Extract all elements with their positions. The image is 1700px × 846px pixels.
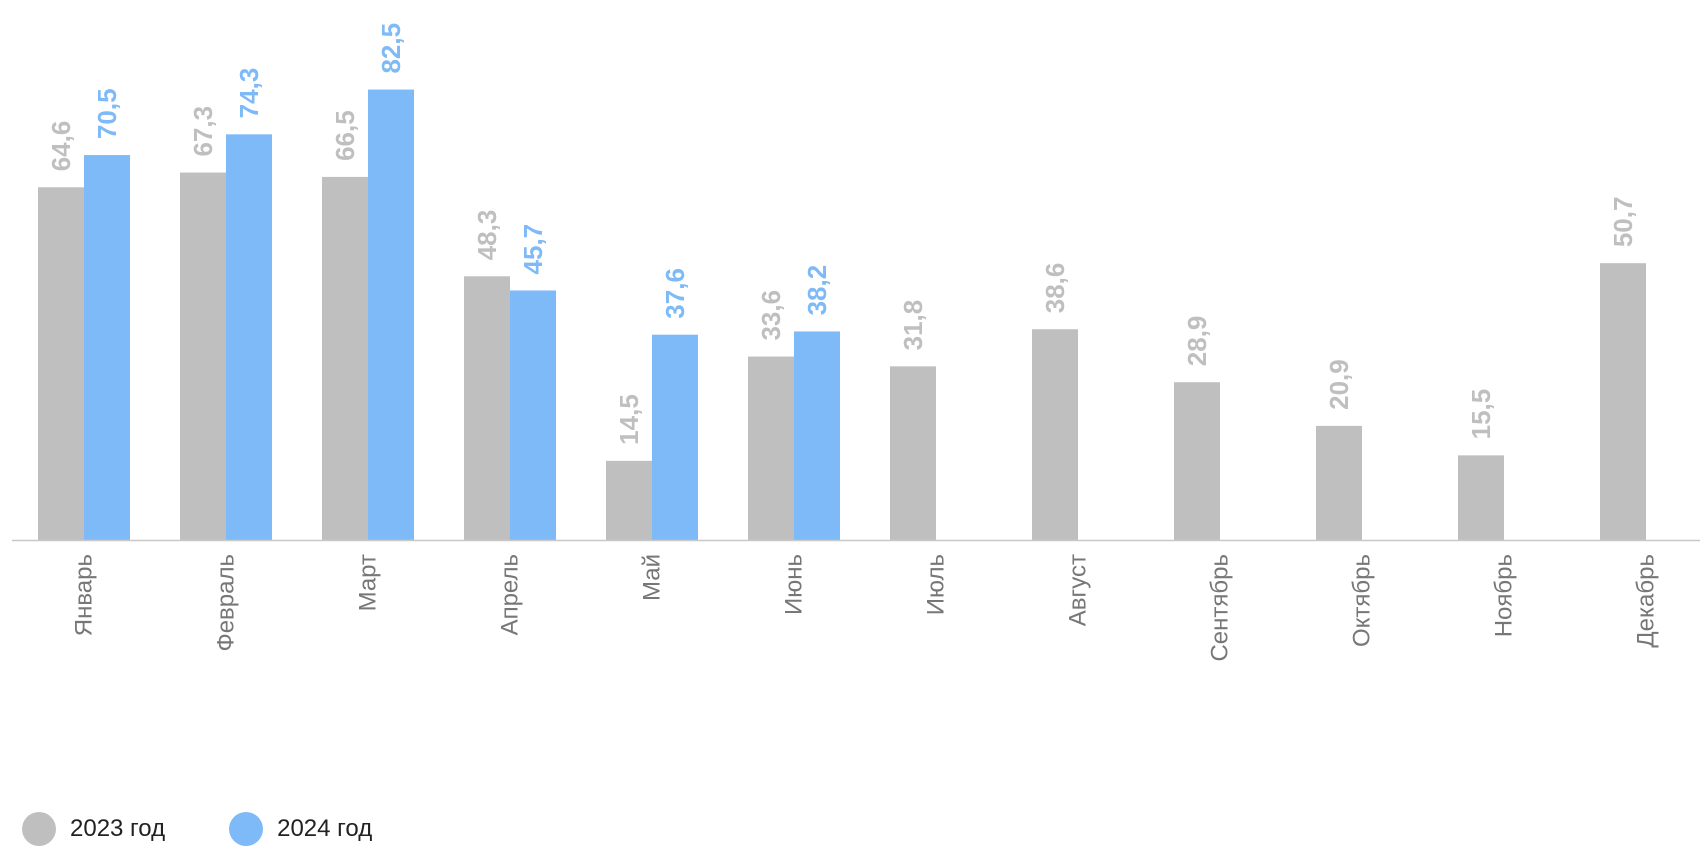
data-label-2023-7: 31,8 — [898, 300, 928, 351]
legend-label-2024: 2024 год — [277, 815, 373, 842]
x-tick-label-12: Декабрь — [1633, 554, 1660, 648]
bar-2024-1 — [84, 155, 130, 540]
x-tick-label-11: Ноябрь — [1491, 554, 1518, 637]
x-tick-label-5: Май — [639, 554, 666, 601]
data-label-2023-9: 28,9 — [1182, 316, 1212, 367]
bar-2024-2 — [226, 134, 272, 540]
legend-swatch-2023 — [22, 812, 56, 846]
x-tick-label-3: Март — [355, 554, 382, 611]
legend: 2023 год 2024 год — [22, 812, 436, 846]
data-label-2023-4: 48,3 — [472, 210, 502, 261]
data-label-2023-1: 64,6 — [46, 121, 76, 172]
bar-2023-11 — [1458, 455, 1504, 540]
data-label-2023-10: 20,9 — [1324, 359, 1354, 410]
bar-2023-12 — [1600, 263, 1646, 540]
data-label-2024-4: 45,7 — [518, 224, 548, 275]
data-label-2024-1: 70,5 — [92, 88, 122, 139]
data-label-2024-2: 74,3 — [234, 68, 264, 119]
bar-2023-6 — [748, 356, 794, 540]
data-label-2023-2: 67,3 — [188, 106, 218, 157]
bar-2023-2 — [180, 172, 226, 541]
legend-label-2023: 2023 год — [70, 815, 166, 842]
bar-2024-6 — [794, 331, 840, 540]
bar-2023-3 — [322, 176, 368, 540]
data-label-2024-3: 82,5 — [376, 23, 406, 74]
bar-2023-9 — [1174, 382, 1220, 540]
x-tick-label-6: Июнь — [781, 554, 808, 615]
bar-2024-3 — [368, 89, 414, 541]
bar-2024-4 — [510, 290, 556, 540]
bar-2023-5 — [606, 460, 652, 540]
legend-item-2024: 2024 год — [229, 812, 372, 846]
x-tick-label-10: Октябрь — [1349, 554, 1376, 647]
data-label-2023-5: 14,5 — [614, 394, 644, 445]
bar-chart: 64,6 70,5 67,3 74,3 66,5 82,5 48,3 45,7 14,5 37,6… — [12, 23, 1700, 662]
x-tick-label-9: Сентябрь — [1207, 554, 1234, 662]
data-label-2023-8: 38,6 — [1040, 263, 1070, 314]
bar-2023-10 — [1316, 425, 1362, 540]
bar-2023-4 — [464, 276, 510, 540]
bar-2023-7 — [890, 366, 936, 540]
x-tick-label-4: Апрель — [497, 554, 524, 635]
x-tick-label-1: Январь — [71, 554, 98, 636]
data-label-2024-5: 37,6 — [660, 268, 690, 319]
legend-item-2023: 2023 год — [22, 812, 165, 846]
bar-2023-1 — [38, 187, 84, 540]
data-label-2023-3: 66,5 — [330, 110, 360, 161]
bars — [38, 89, 1646, 541]
x-tick-label-7: Июль — [923, 554, 950, 615]
data-label-2024-6: 38,2 — [802, 265, 832, 316]
x-axis-tick-labels: Январь Февраль Март Апрель Май Июнь Июль Август… — [71, 554, 1660, 662]
data-label-2023-11: 15,5 — [1466, 389, 1496, 440]
data-labels: 64,6 70,5 67,3 74,3 66,5 82,5 48,3 45,7 14,5 37,6… — [46, 23, 1638, 445]
bar-2023-8 — [1032, 329, 1078, 540]
data-label-2023-6: 33,6 — [756, 290, 786, 341]
legend-swatch-2024 — [229, 812, 264, 846]
x-tick-label-2: Февраль — [213, 554, 240, 652]
bar-2024-5 — [652, 334, 698, 540]
data-label-2023-12: 50,7 — [1608, 197, 1638, 248]
x-tick-label-8: Август — [1065, 554, 1092, 626]
